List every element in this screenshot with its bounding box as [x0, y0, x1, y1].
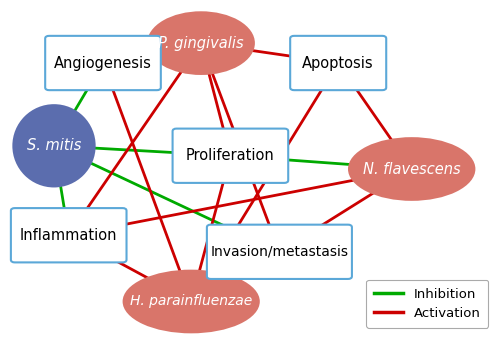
Text: Invasion/metastasis: Invasion/metastasis	[210, 245, 348, 259]
Ellipse shape	[348, 137, 476, 201]
FancyBboxPatch shape	[45, 36, 161, 90]
Text: H. parainfluenzae: H. parainfluenzae	[130, 294, 252, 309]
FancyBboxPatch shape	[207, 225, 352, 279]
Text: P. gingivalis: P. gingivalis	[158, 35, 244, 51]
Text: Inflammation: Inflammation	[20, 228, 117, 243]
Text: Apoptosis: Apoptosis	[302, 55, 374, 71]
FancyBboxPatch shape	[11, 208, 126, 262]
Ellipse shape	[147, 11, 255, 75]
FancyBboxPatch shape	[290, 36, 386, 90]
Text: S. mitis: S. mitis	[27, 138, 81, 153]
Legend: Inhibition, Activation: Inhibition, Activation	[366, 280, 488, 328]
Text: Angiogenesis: Angiogenesis	[54, 55, 152, 71]
Ellipse shape	[122, 270, 260, 333]
Text: N. flavescens: N. flavescens	[363, 162, 460, 176]
FancyBboxPatch shape	[172, 128, 288, 183]
Text: Proliferation: Proliferation	[186, 148, 275, 163]
Ellipse shape	[12, 104, 96, 188]
